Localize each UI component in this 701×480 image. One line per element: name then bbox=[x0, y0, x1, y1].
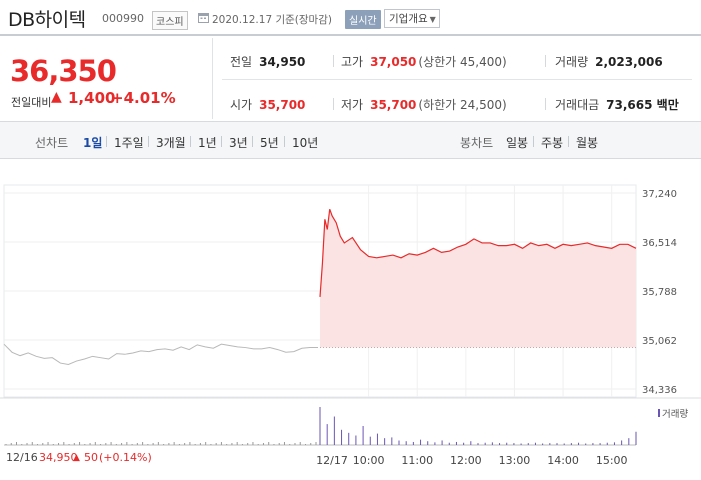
prev-change-amount: 50 bbox=[84, 451, 98, 464]
date-info: 2020.12.17 기준(장마감) bbox=[212, 14, 332, 26]
prev-close-price: 34,950 bbox=[39, 451, 78, 464]
stat-note: (상한가 45,400) bbox=[418, 55, 507, 69]
x-tick-label: 13:00 bbox=[499, 454, 531, 467]
corp-overview-label: 기업개요 bbox=[389, 13, 428, 25]
divider bbox=[190, 136, 191, 147]
divider bbox=[333, 98, 334, 110]
stat-high: 고가 37,050 (상한가 45,400) bbox=[341, 53, 507, 70]
volume-legend-swatch bbox=[658, 409, 660, 417]
stat-open: 시가 35,700 bbox=[230, 96, 305, 113]
stat-value: 2,023,006 bbox=[595, 55, 663, 69]
change-label: 전일대비 bbox=[11, 96, 52, 109]
current-price: 36,350 bbox=[10, 54, 117, 88]
prev-change-rate: (+0.14%) bbox=[99, 451, 152, 464]
prev-day-line bbox=[3, 343, 318, 365]
corp-code: 000990 bbox=[102, 12, 144, 25]
stat-label: 거래량 bbox=[555, 55, 589, 69]
stat-prev-close: 전일 34,950 bbox=[230, 53, 305, 70]
stat-label: 시가 bbox=[230, 98, 253, 112]
stat-volume: 거래량 2,023,006 bbox=[555, 53, 663, 70]
divider bbox=[221, 136, 222, 147]
divider bbox=[545, 98, 546, 110]
divider bbox=[252, 136, 253, 147]
divider bbox=[284, 136, 285, 147]
period-3m[interactable]: 3개월 bbox=[156, 136, 186, 150]
period-5y[interactable]: 5년 bbox=[260, 136, 279, 150]
stat-value: 35,700 bbox=[370, 98, 417, 112]
period-3y[interactable]: 3년 bbox=[229, 136, 248, 150]
stat-label: 전일 bbox=[230, 55, 253, 69]
candle-daily[interactable]: 일봉 bbox=[506, 136, 529, 150]
change-rate: +4.01% bbox=[111, 89, 176, 107]
candle-monthly[interactable]: 월봉 bbox=[576, 136, 599, 150]
x-tick-label: 12/17 bbox=[316, 454, 348, 467]
stat-value: 37,050 bbox=[370, 55, 417, 69]
realtime-button[interactable]: 실시간 bbox=[345, 10, 381, 29]
intraday-chart: 37,240 36,514 35,788 35,062 34,336 거래량 12/17 10… bbox=[0, 184, 701, 467]
y-tick-label: 36,514 bbox=[642, 238, 677, 249]
corp-overview-dropdown[interactable]: 기업개요 ▼ bbox=[384, 9, 440, 28]
y-tick-label: 37,240 bbox=[642, 189, 677, 200]
divider bbox=[545, 55, 546, 67]
stock-header: DB하이텍 000990 코스피 2020.12.17 기준(장마감) 실시간 … bbox=[0, 0, 701, 36]
period-1y[interactable]: 1년 bbox=[198, 136, 217, 150]
y-tick-label: 34,336 bbox=[642, 385, 677, 396]
today-area bbox=[320, 209, 636, 348]
y-tick-label: 35,062 bbox=[642, 336, 677, 347]
stat-note: (하한가 24,500) bbox=[418, 98, 507, 112]
x-tick-label: 11:00 bbox=[401, 454, 433, 467]
price-summary: 36,350 전일대비 ▲ 1,400 +4.01% bbox=[0, 38, 213, 119]
period-1w[interactable]: 1주일 bbox=[114, 136, 144, 150]
divider bbox=[222, 79, 692, 80]
volume-legend-label: 거래량 bbox=[662, 408, 688, 420]
stat-low: 저가 35,700 (하한가 24,500) bbox=[341, 96, 507, 113]
divider bbox=[106, 136, 107, 147]
prev-date-label: 12/16 bbox=[6, 451, 38, 464]
up-triangle-icon: ▲ bbox=[73, 453, 80, 463]
stat-value: 34,950 bbox=[259, 55, 306, 69]
chevron-down-icon: ▼ bbox=[429, 15, 436, 24]
x-tick-label: 12:00 bbox=[450, 454, 482, 467]
market-badge: 코스피 bbox=[152, 11, 188, 30]
today-line bbox=[319, 208, 637, 297]
x-tick-label: 10:00 bbox=[353, 454, 385, 467]
divider bbox=[533, 136, 534, 147]
chart-period-toolbar: 선차트 1일 1주일 3개월 1년 3년 5년 10년 봉차트 일봉 주봉 월봉 bbox=[0, 121, 701, 159]
divider bbox=[568, 136, 569, 147]
corp-name: DB하이텍 bbox=[8, 9, 86, 31]
stat-value: 73,665 백만 bbox=[606, 98, 679, 112]
change-amount: 1,400 bbox=[68, 89, 116, 107]
candle-chart-label: 봉차트 bbox=[460, 136, 494, 150]
x-tick-label: 15:00 bbox=[596, 454, 628, 467]
stat-label: 저가 bbox=[341, 98, 364, 112]
y-tick-label: 35,788 bbox=[642, 287, 677, 298]
period-10y[interactable]: 10년 bbox=[292, 136, 319, 150]
x-tick-label: 14:00 bbox=[547, 454, 579, 467]
line-chart-label: 선차트 bbox=[35, 136, 69, 150]
stat-amount: 거래대금 73,665 백만 bbox=[555, 96, 679, 113]
divider bbox=[333, 55, 334, 67]
divider bbox=[148, 136, 149, 147]
stat-value: 35,700 bbox=[259, 98, 306, 112]
candle-weekly[interactable]: 주봉 bbox=[541, 136, 564, 150]
stat-label: 거래대금 bbox=[555, 98, 600, 112]
up-triangle-icon: ▲ bbox=[51, 89, 62, 105]
calendar-icon bbox=[198, 13, 209, 23]
period-1d[interactable]: 1일 bbox=[83, 136, 103, 150]
stat-label: 고가 bbox=[341, 55, 364, 69]
